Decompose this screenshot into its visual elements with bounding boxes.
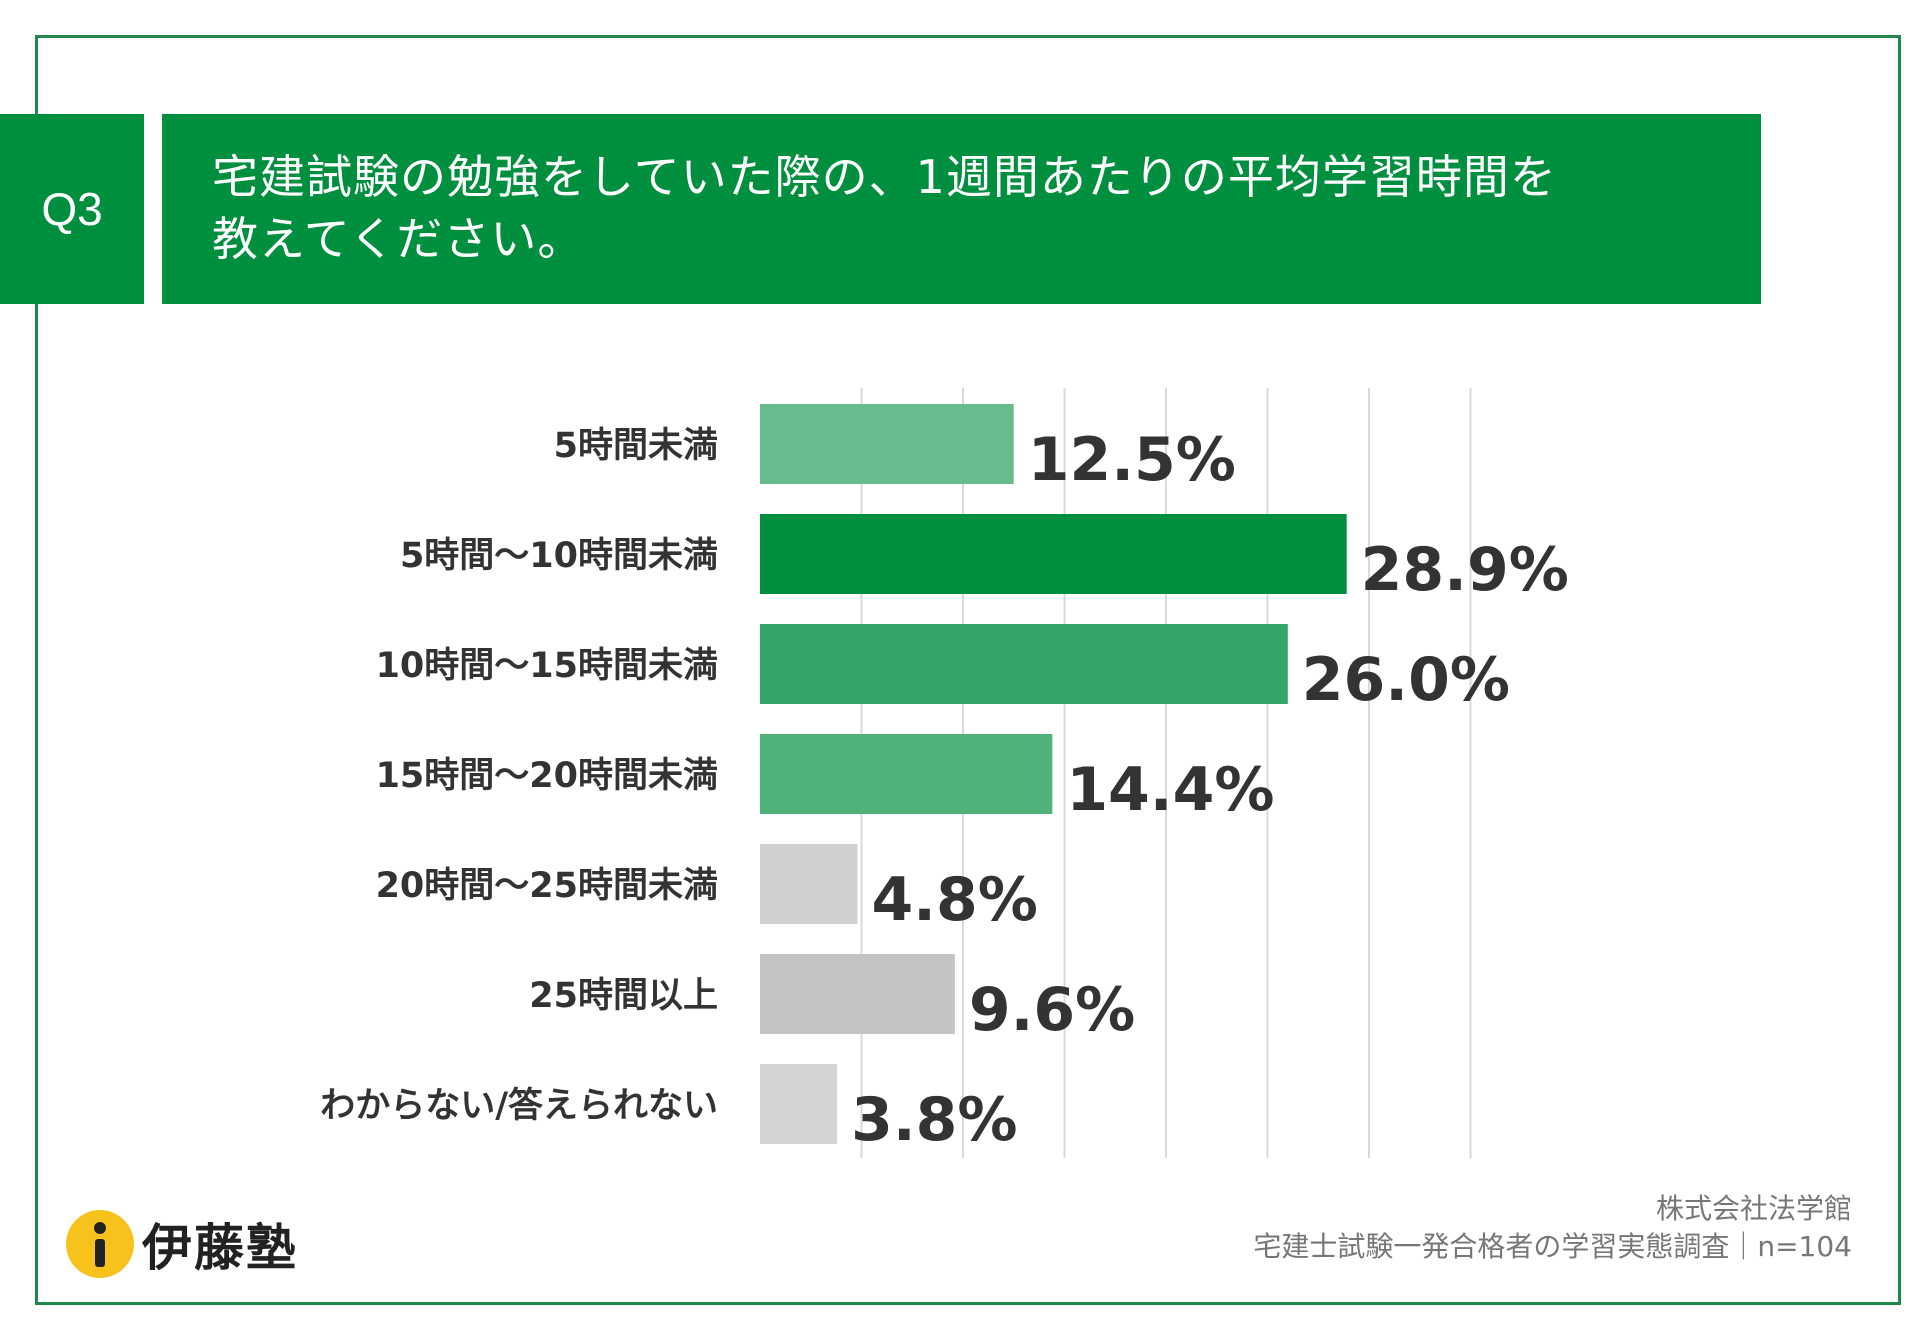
question-number: Q3	[41, 183, 103, 235]
category-label: 15時間〜20時間未満	[376, 756, 718, 796]
value-label: 12.5%	[1028, 425, 1236, 495]
value-label: 9.6%	[969, 975, 1135, 1045]
category-label: 25時間以上	[529, 976, 718, 1016]
logo-text: 伊藤塾	[142, 1219, 298, 1277]
value-label: 26.0%	[1302, 645, 1510, 715]
bar	[760, 954, 955, 1034]
chart-frame	[35, 35, 1901, 1305]
category-label: 5時間未満	[554, 426, 718, 466]
logo: 伊藤塾	[66, 1208, 298, 1280]
source-note: 株式会社法学館 宅建士試験一発合格者の学習実態調査｜n=104	[1253, 1190, 1852, 1266]
bar	[760, 734, 1053, 814]
bar	[760, 514, 1347, 594]
category-label: 10時間〜15時間未満	[376, 646, 718, 686]
question-title: 宅建試験の勉強をしていた際の、1週間あたりの平均学習時間を 教えてください。	[162, 114, 1761, 304]
value-label: 4.8%	[871, 865, 1037, 935]
question-text-line-2: 教えてください。	[212, 212, 585, 266]
source-company: 株式会社法学館	[1655, 1192, 1852, 1225]
bar	[760, 1064, 838, 1144]
bar	[760, 404, 1014, 484]
source-survey: 宅建士試験一発合格者の学習実態調査｜n=104	[1253, 1230, 1852, 1263]
value-label: 3.8%	[851, 1085, 1017, 1155]
value-label: 14.4%	[1066, 755, 1274, 825]
value-label: 28.9%	[1361, 535, 1569, 605]
category-label: わからない/答えられない	[320, 1086, 718, 1126]
question-text-line-1: 宅建試験の勉強をしていた際の、1週間あたりの平均学習時間を	[212, 150, 1557, 204]
info-i-icon	[66, 1210, 134, 1278]
question-number-badge: Q3	[0, 114, 144, 304]
category-label: 20時間〜25時間未満	[376, 866, 718, 906]
bar	[760, 624, 1288, 704]
bar	[760, 844, 858, 924]
category-label: 5時間〜10時間未満	[400, 536, 718, 576]
